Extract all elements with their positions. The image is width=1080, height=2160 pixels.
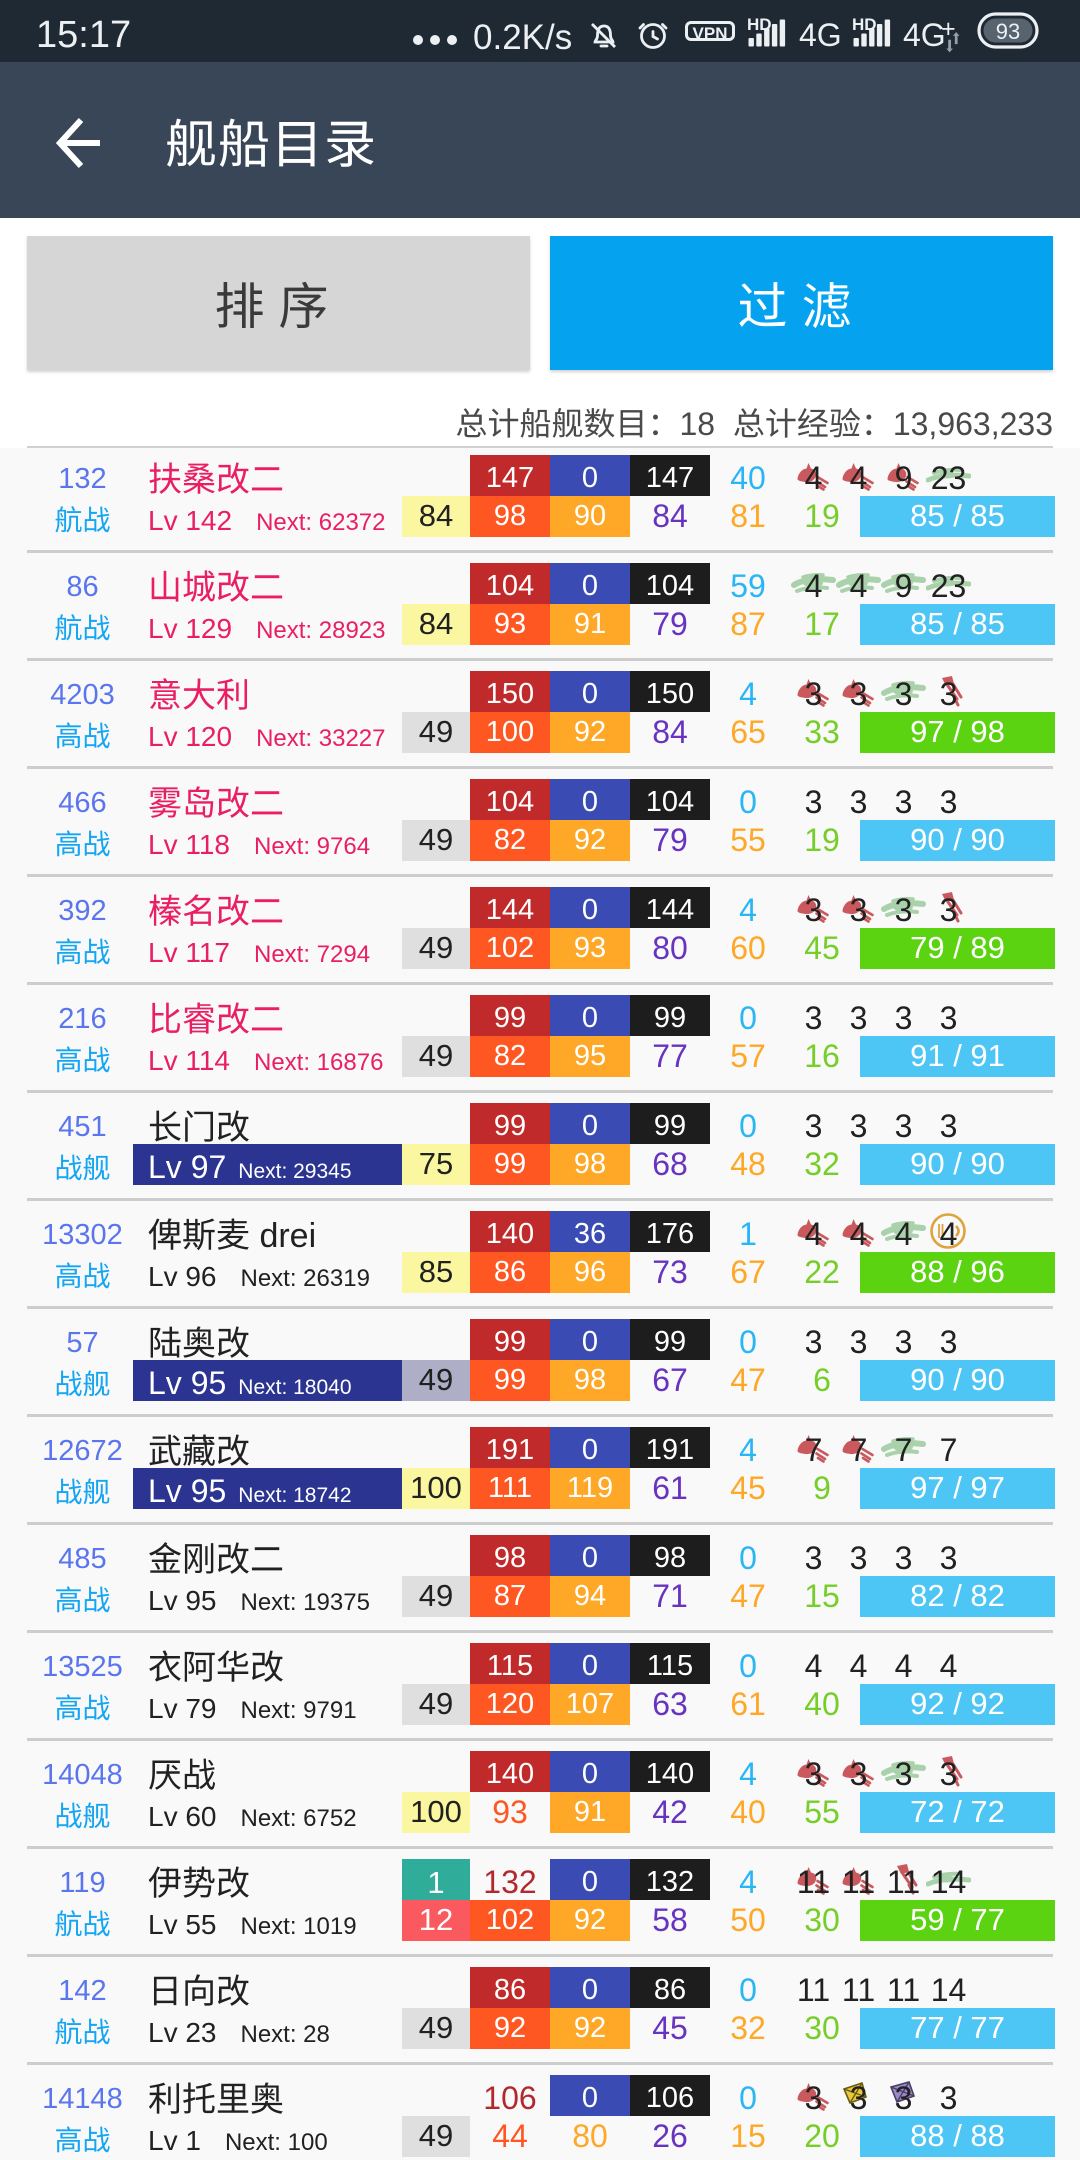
svg-text:93: 93 xyxy=(996,19,1020,44)
